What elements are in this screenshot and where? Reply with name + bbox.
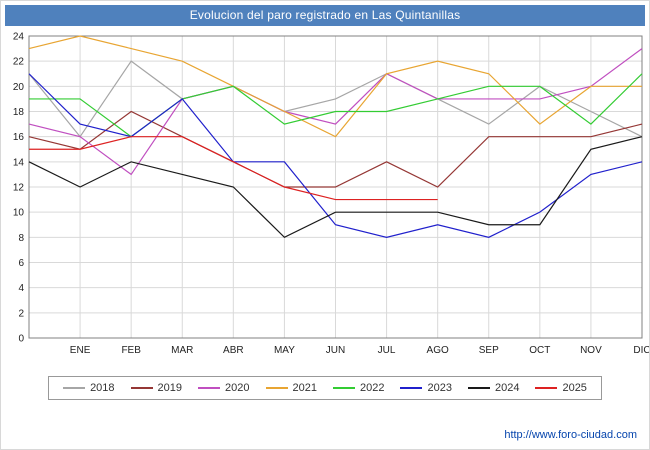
y-tick-label: 0	[18, 334, 24, 345]
y-tick-label: 12	[13, 183, 25, 194]
legend-swatch-2018	[63, 387, 86, 389]
x-tick-label: ENE	[70, 345, 91, 356]
legend-item-2024: 2024	[467, 382, 520, 394]
x-tick-label: MAR	[171, 345, 193, 356]
legend-swatch-2022	[333, 387, 355, 389]
legend-label-2022: 2022	[360, 382, 385, 394]
x-tick-label: OCT	[529, 345, 550, 356]
legend-item-2019: 2019	[130, 382, 183, 394]
legend-item-2018: 2018	[63, 382, 115, 394]
y-tick-label: 18	[13, 107, 25, 118]
legend-item-2021: 2021	[265, 382, 317, 394]
x-tick-label: FEB	[121, 345, 141, 356]
legend-swatch-2023	[400, 387, 423, 389]
legend-item-2020: 2020	[198, 382, 250, 394]
legend-swatch-2025	[535, 387, 558, 389]
legend-item-2025: 2025	[535, 382, 587, 394]
x-tick-label: MAY	[274, 345, 295, 356]
y-tick-label: 14	[13, 157, 25, 168]
y-tick-label: 8	[18, 233, 24, 244]
legend-label-2020: 2020	[225, 382, 250, 394]
legend-label-2019: 2019	[157, 382, 183, 394]
plot-frame	[28, 35, 643, 339]
y-tick-label: 24	[13, 32, 25, 43]
legend-label-2018: 2018	[90, 382, 115, 394]
series-line-2020	[28, 48, 643, 176]
x-tick-label: SEP	[479, 345, 499, 356]
y-tick-label: 6	[18, 258, 24, 269]
y-tick-label: 22	[13, 57, 25, 68]
legend-label-2025: 2025	[562, 382, 587, 394]
legend: 2018 2019 2020 2021 2022 2023 2024 2025	[48, 376, 602, 400]
series-line-2025	[29, 136, 438, 201]
legend-label-2021: 2021	[292, 382, 317, 394]
x-tick-label: JUN	[326, 345, 345, 356]
series-line-2019	[28, 110, 643, 188]
x-tick-label: DIC	[633, 345, 650, 356]
y-tick-label: 20	[13, 82, 25, 93]
series-line-2024	[28, 136, 643, 239]
legend-swatch-2020	[198, 387, 221, 389]
footer-link[interactable]: http://www.foro-ciudad.com	[504, 429, 637, 441]
footer: http://www.foro-ciudad.com	[504, 429, 637, 441]
chart-title: Evolucion del paro registrado en Las Qui…	[5, 5, 645, 26]
y-tick-label: 2	[18, 308, 24, 319]
y-tick-label: 16	[13, 132, 25, 143]
legend-item-2022: 2022	[333, 382, 384, 394]
x-tick-label: AGO	[427, 345, 449, 356]
series-line-2021	[28, 35, 642, 138]
y-tick-label: 10	[13, 208, 25, 219]
x-tick-label: ABR	[223, 345, 244, 356]
legend-swatch-2024	[467, 387, 490, 389]
legend-swatch-2021	[265, 387, 288, 389]
legend-item-2023: 2023	[400, 382, 452, 394]
x-tick-label: NOV	[580, 345, 602, 356]
x-tick-label: JUL	[378, 345, 396, 356]
y-tick-label: 4	[18, 283, 24, 294]
legend-label-2024: 2024	[494, 382, 520, 394]
legend-label-2023: 2023	[427, 382, 452, 394]
legend-swatch-2019	[130, 387, 153, 389]
